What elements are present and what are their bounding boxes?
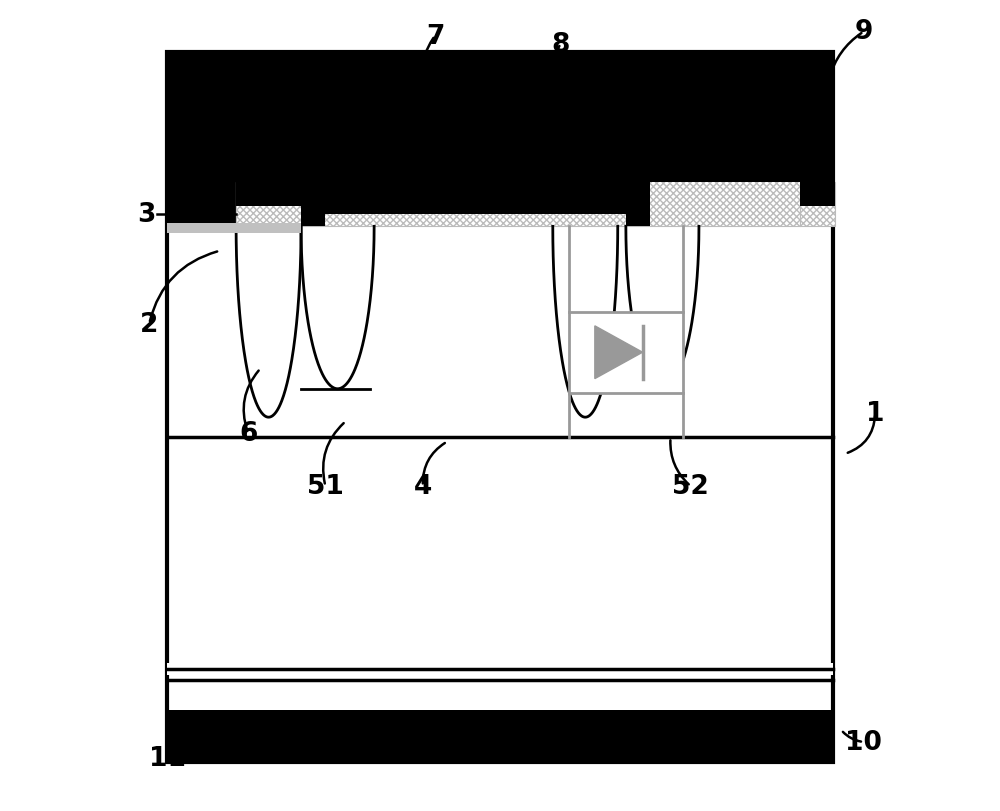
- Bar: [626, 150, 650, 227]
- Text: 9: 9: [855, 19, 873, 45]
- Bar: [167, 663, 833, 675]
- Bar: [236, 150, 800, 227]
- Text: 3: 3: [138, 202, 156, 228]
- Text: 10: 10: [845, 729, 882, 755]
- Bar: [167, 150, 236, 227]
- Polygon shape: [595, 327, 643, 380]
- Bar: [167, 53, 833, 150]
- Bar: [167, 710, 833, 762]
- Bar: [236, 182, 301, 227]
- Text: 11: 11: [149, 745, 186, 771]
- Bar: [800, 182, 835, 227]
- Bar: [569, 312, 683, 393]
- Text: 52: 52: [672, 474, 709, 500]
- Bar: [236, 150, 301, 207]
- Bar: [167, 224, 301, 234]
- Text: 6: 6: [239, 421, 257, 447]
- Bar: [167, 53, 833, 762]
- Bar: [301, 150, 325, 227]
- Bar: [325, 150, 626, 215]
- Bar: [167, 53, 833, 182]
- Text: 4: 4: [414, 474, 432, 500]
- Text: 2: 2: [140, 311, 158, 337]
- Text: 51: 51: [307, 474, 344, 500]
- Text: 7: 7: [426, 24, 444, 49]
- Bar: [800, 154, 835, 207]
- Text: 1: 1: [866, 401, 884, 427]
- Text: 8: 8: [552, 32, 570, 58]
